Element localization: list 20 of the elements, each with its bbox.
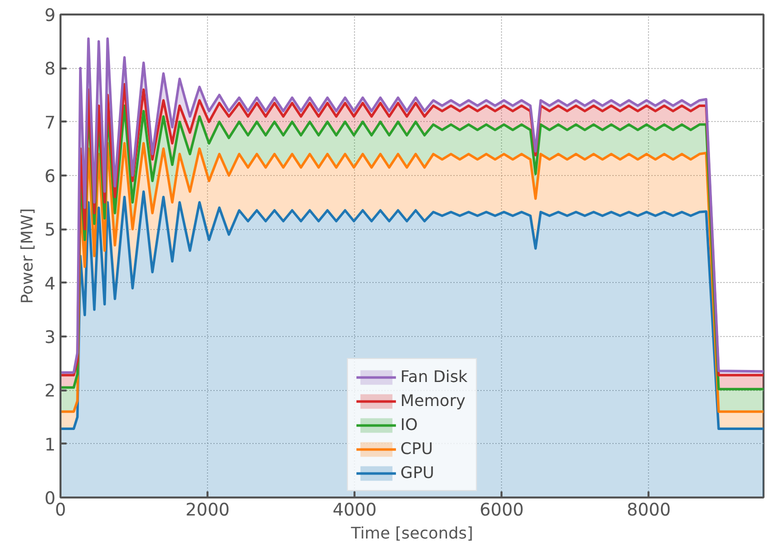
x-tick-label: 8000 [626, 500, 671, 520]
x-axis-title: Time [seconds] [350, 524, 474, 542]
y-tick-label: 7 [44, 113, 56, 134]
y-axis-title: Power [MW] [17, 208, 36, 304]
y-tick-label: 2 [44, 382, 56, 402]
y-tick-label: 4 [44, 274, 56, 294]
x-tick-label: 2000 [186, 500, 230, 520]
legend-label: Memory [400, 391, 466, 410]
y-tick-label: 1 [44, 435, 56, 456]
x-tick-label: 4000 [332, 500, 377, 520]
y-tick-label: 5 [44, 220, 56, 241]
x-tick-label: 6000 [480, 500, 524, 520]
y-tick-label: 3 [44, 328, 56, 348]
y-tick-label: 9 [44, 6, 56, 26]
legend-label: IO [400, 415, 419, 434]
legend-label: GPU [400, 463, 434, 482]
y-tick-label: 6 [44, 167, 56, 187]
y-tick-label: 8 [44, 60, 56, 80]
legend-label: Fan Disk [400, 367, 468, 386]
legend-label: CPU [400, 439, 433, 458]
